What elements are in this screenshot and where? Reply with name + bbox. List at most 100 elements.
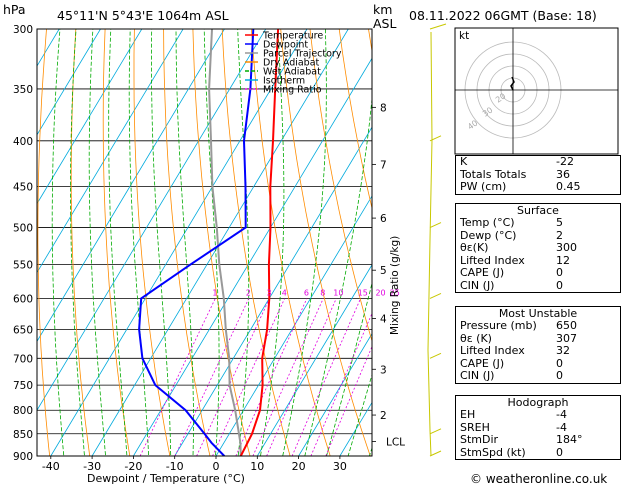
surface-value: 0: [556, 266, 563, 279]
wind-barbs: [427, 23, 447, 457]
wet-adiabat-line: [108, 29, 128, 456]
unstable-value: 0: [556, 369, 563, 382]
x-tick-label: -40: [42, 460, 60, 473]
unstable-value: 0: [556, 356, 563, 370]
surface-row: CIN (J) 0: [456, 278, 620, 293]
index-row: PW (cm) 0.45: [456, 180, 620, 194]
x-tick-label: 20: [292, 460, 306, 473]
wind-barb: [429, 352, 442, 359]
unstable-row: θε (K) 307: [456, 331, 620, 346]
pressure-tick-label: 700: [13, 353, 33, 365]
km-tick-label: 6: [380, 213, 387, 225]
wet-adiabat-line: [70, 29, 85, 456]
index-value: -22: [556, 155, 574, 168]
surface-table: Surface Temp (°C) 5 Dewp (°C) 2 θε(K) 300 Lift…: [455, 203, 621, 293]
hodograph-index-value: -4: [556, 420, 567, 434]
unstable-value: 32: [556, 344, 570, 357]
km-axis-label: km: [373, 2, 392, 17]
chart-axes: 1 2 3 4 6 8 10 15 20 2530035040045050055060065070…: [13, 24, 405, 473]
wet-adiabat-line: [282, 29, 327, 456]
mixing-ratio-label: 25: [390, 288, 400, 297]
index-key: Totals Totals: [460, 167, 527, 181]
surface-key: CAPE (J): [460, 266, 505, 279]
hodograph-index-key: StmSpd (kt): [460, 445, 526, 459]
legend-entry: Dewpoint: [263, 40, 308, 51]
dry-adiabat-line: [251, 29, 331, 456]
x-tick-label: 30: [333, 460, 347, 473]
unstable-row: Pressure (mb) 650: [456, 319, 620, 333]
mixing-ratio-line: [139, 298, 216, 456]
mixing-ratio-line: [252, 298, 324, 456]
isotherm-line: [37, 29, 267, 411]
pressure-tick-label: 450: [13, 182, 33, 194]
km-tick-label: 5: [380, 265, 387, 277]
x-axis-label: Dewpoint / Temperature (°C): [87, 472, 245, 485]
dewpoint-profile: [138, 29, 255, 456]
wind-barb: [429, 292, 442, 299]
pressure-tick-label: 900: [13, 451, 33, 463]
pressure-tick-label: 800: [13, 405, 33, 417]
pressure-tick-label: 600: [13, 293, 33, 305]
location-title: 45°11'N 5°43'E 1064m ASL: [57, 8, 229, 23]
isotherm-line: [215, 195, 372, 456]
mixing-ratio-axis-label: Mixing Ratio (g/kg): [389, 236, 401, 335]
isotherm-line: [91, 29, 349, 456]
pressure-tick-label: 550: [13, 260, 33, 272]
km-tick-label: 4: [380, 314, 387, 326]
wet-adiabat-line: [128, 29, 150, 456]
legend-entry: Temperature: [262, 31, 323, 42]
hodograph-index-key: SREH: [460, 420, 490, 434]
km-tick-label: 2: [380, 410, 387, 422]
legend-entry: Wet Adiabat: [263, 67, 321, 78]
surface-row: θε(K) 300: [456, 241, 620, 255]
unstable-key: Pressure (mb): [460, 319, 537, 332]
mixing-ratio-line: [212, 298, 286, 456]
dry-adiabat-line: [70, 29, 91, 456]
wet-adiabat-line: [347, 373, 372, 456]
x-tick-label: 0: [213, 460, 220, 473]
mixing-ratio-label: 3: [266, 288, 271, 297]
mixing-ratio-label: 15: [358, 288, 368, 297]
asl-axis-label: ASL: [373, 16, 396, 31]
index-table-top: K -22 Totals Totals 36 PW (cm) 0.45: [455, 155, 621, 195]
wet-adiabat-line: [237, 29, 250, 456]
unstable-value: 307: [556, 331, 577, 345]
hpa-axis-label: hPa: [3, 2, 26, 17]
mixing-ratio-line: [196, 298, 270, 456]
plot-frame: [36, 28, 373, 457]
hodograph-frame: [454, 27, 619, 155]
unstable-row: CAPE (J) 0: [456, 356, 620, 371]
pressure-tick-label: 300: [13, 24, 33, 36]
hodograph-kt-label: kt: [459, 30, 469, 42]
unstable-key: CAPE (J): [460, 356, 505, 370]
surface-value: 0: [556, 278, 563, 292]
isotherm-line: [37, 29, 101, 136]
hodograph-title: Hodograph: [507, 396, 569, 409]
surface-value: 300: [556, 241, 577, 254]
mixing-ratio-line: [266, 298, 337, 456]
chart-profiles: [138, 29, 280, 456]
hodograph-index-row: StmDir 184°: [456, 433, 620, 447]
hodograph-table: Hodograph EH -4 SREH -4 StmDir 184° StmSpd (kt…: [455, 395, 621, 460]
wind-barb: [429, 428, 442, 435]
surface-key: Dewp (°C): [460, 228, 517, 242]
wind-barb: [429, 135, 442, 142]
wet-adiabat-line: [150, 29, 172, 456]
hodograph-index-key: StmDir: [460, 433, 499, 446]
unstable-row: Lifted Index 32: [456, 344, 620, 358]
hodograph-index-key: EH: [460, 408, 476, 421]
isotherm-line: [174, 126, 372, 456]
pressure-tick-label: 850: [13, 429, 33, 441]
most-unstable-table: Most Unstable Pressure (mb) 650 θε (K) 307 L…: [455, 306, 621, 384]
pressure-tick-label: 350: [13, 84, 33, 96]
surface-key: Temp (°C): [460, 216, 515, 229]
pressure-tick-label: 750: [13, 380, 33, 392]
mixing-ratio-label: 6: [304, 288, 309, 297]
wet-adiabat-line: [326, 281, 372, 456]
index-row: Totals Totals 36: [456, 167, 620, 182]
km-tick-label: 3: [380, 364, 387, 376]
x-tick-label: -30: [83, 460, 101, 473]
most-unstable-title: Most Unstable: [498, 307, 578, 320]
km-tick-label: LCL: [386, 436, 405, 448]
